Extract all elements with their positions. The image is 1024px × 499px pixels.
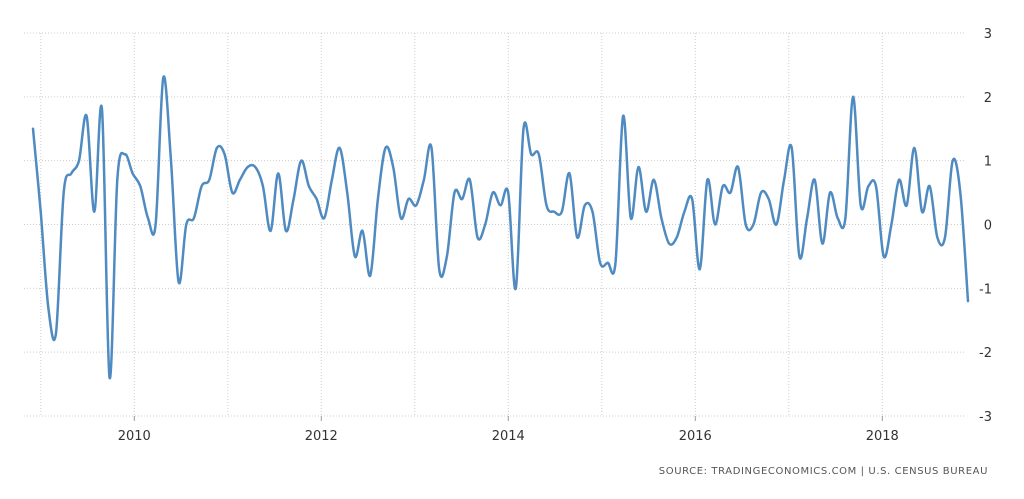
chart-gridlines bbox=[24, 32, 966, 417]
y-tick-label: -2 bbox=[979, 346, 992, 361]
y-tick-label: -1 bbox=[979, 282, 992, 297]
y-tick-label: 1 bbox=[984, 155, 992, 170]
x-tick-label: 2014 bbox=[492, 429, 525, 444]
x-tick-label: 2010 bbox=[118, 429, 151, 444]
y-tick-label: 0 bbox=[984, 219, 992, 234]
series-layer bbox=[31, 75, 970, 379]
x-axis-ticks: 2010 2012 2014 2016 2018 bbox=[118, 416, 899, 444]
y-tick-label: 2 bbox=[984, 91, 992, 106]
x-tick-label: 2018 bbox=[866, 429, 899, 444]
source-note: SOURCE: TRADINGECONOMICS.COM | U.S. CENS… bbox=[658, 466, 988, 477]
x-tick-label: 2012 bbox=[305, 429, 338, 444]
y-axis-ticks: 3 2 1 0 -1 -2 -3 bbox=[979, 27, 992, 425]
y-tick-label: 3 bbox=[984, 27, 992, 42]
series-line bbox=[31, 75, 970, 379]
x-tick-label: 2016 bbox=[679, 429, 712, 444]
y-tick-label: -3 bbox=[979, 410, 992, 425]
